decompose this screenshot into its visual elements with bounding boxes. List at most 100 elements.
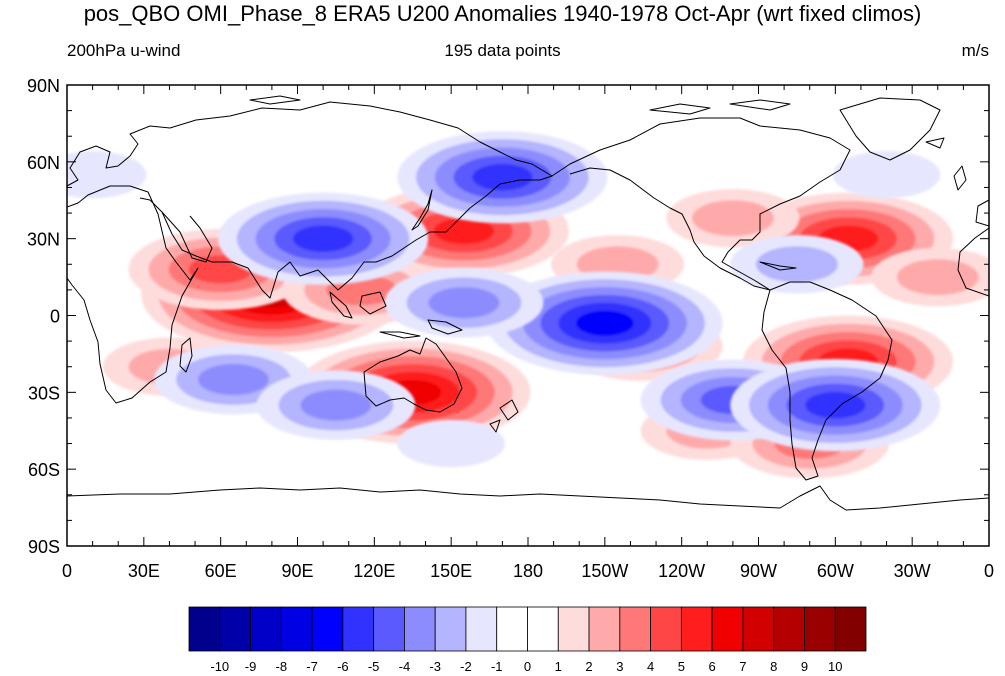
colorbar-box [188,606,221,652]
coastline-new-guinea [427,319,463,335]
anomaly-cell [666,188,800,248]
coastline-africa [67,185,199,404]
coastline-japan [411,189,433,231]
colorbar-box [373,606,405,652]
coastline-australia [363,337,463,413]
colorbar-label: 4 [647,659,654,674]
colorbar-label: -1 [491,659,503,674]
colorbar-box [650,606,682,652]
colorbar-box [742,606,775,652]
coastline-uk [925,137,967,191]
coastline-south-america [761,281,893,481]
coastline-indonesia [329,291,421,339]
axis-ticks [66,84,990,547]
lat-label: 60N [27,153,60,173]
colorbar-label: 6 [709,659,716,674]
lon-label: 0 [62,561,72,581]
colorbar-label: 1 [555,659,562,674]
colorbar: -10 -9 -8 -7 -6 -5 -4 -3 -2 -1 0 1 2 3 4 5 6 7 8 9 10 [188,606,867,674]
coastline-madagascar [179,337,193,373]
left-subtitle: 200hPa u-wind [67,41,181,60]
lat-label: 30N [27,230,60,250]
coastline-greenland [839,97,941,161]
anomaly-contour [300,389,372,421]
colorbar-label: -4 [399,659,411,674]
lon-label: 30E [128,561,160,581]
anomaly-contour [397,419,505,468]
anomaly-cell [832,151,941,199]
colorbar-label: 5 [678,659,685,674]
colorbar-box [680,606,713,652]
axis-labels: 0 30E 60E 90E 120E 150E 180 150W 120W 90W 60W 30W 09… [27,76,994,581]
anomaly-contour [428,287,500,319]
colorbar-label: 7 [739,659,746,674]
lon-label: 120W [658,561,705,581]
lat-label: 90S [28,537,60,557]
coastline-new-zealand [489,399,519,433]
lon-label: 150E [430,561,472,581]
colorbar-label: -3 [429,659,441,674]
anomaly-cell [256,370,416,440]
colorbar-label: 8 [770,659,777,674]
colorbar-label: -6 [337,659,349,674]
colorbar-box [773,606,805,652]
colorbar-box [311,606,344,652]
colorbar-label: 0 [524,659,531,674]
colorbar-label: -10 [210,659,229,674]
anomaly-cell [871,247,989,307]
colorbar-label: -7 [306,659,318,674]
anomaly-contour [832,151,941,199]
center-subtitle: 195 data points [444,41,561,60]
colorbar-box [557,606,590,652]
anomaly-contour [691,200,774,237]
colorbar-label: 3 [616,659,623,674]
anomaly-contour [433,217,494,245]
anomaly-contour [198,364,269,396]
coastline-antarctica [67,485,989,511]
colorbar-box [342,606,375,652]
coastline-north-america [551,117,851,291]
anomaly-contour [293,225,354,252]
colorbar-box [280,606,313,652]
anomaly-contour [896,259,979,296]
colorbar-box [619,606,651,652]
colorbar-label: 2 [585,659,592,674]
colorbar-box [250,606,282,652]
coastlines [67,95,989,511]
coastline-arctic-islands [249,95,791,115]
lon-label: 150W [581,561,628,581]
coastline-arabia [161,211,213,263]
colorbar-box [219,606,251,652]
lat-label: 90N [27,76,60,96]
coastline-caribbean [759,261,797,271]
coastline-iberia [975,199,989,227]
lon-label: 120E [353,561,395,581]
colorbar-box [496,606,528,652]
colorbar-box [834,606,867,652]
coastline-nw-africa [957,227,989,297]
anomaly-cell [730,359,941,452]
colorbar-label: -2 [460,659,472,674]
colorbar-label: -8 [276,659,288,674]
lat-label: 60S [28,460,60,480]
anomaly-contour [472,164,533,191]
lat-label: 30S [28,383,60,403]
anomaly-cell [487,271,723,375]
anomaly-field [67,131,989,479]
anomaly-contour [755,246,838,283]
coastline-eurasia [67,101,553,299]
colorbar-box [804,606,836,652]
lat-label: 0 [50,307,60,327]
anomaly-cell [384,267,544,338]
lon-label: 60E [205,561,237,581]
units-label: m/s [961,41,989,60]
colorbar-box [465,606,498,652]
map-title: pos_QBO OMI_Phase_8 ERA5 U200 Anomalies … [83,1,922,26]
lon-label: 60W [817,561,854,581]
colorbar-box [588,606,621,652]
colorbar-box [711,606,744,652]
anomaly-contour [576,310,634,336]
colorbar-box [434,606,467,652]
colorbar-label: -5 [368,659,380,674]
